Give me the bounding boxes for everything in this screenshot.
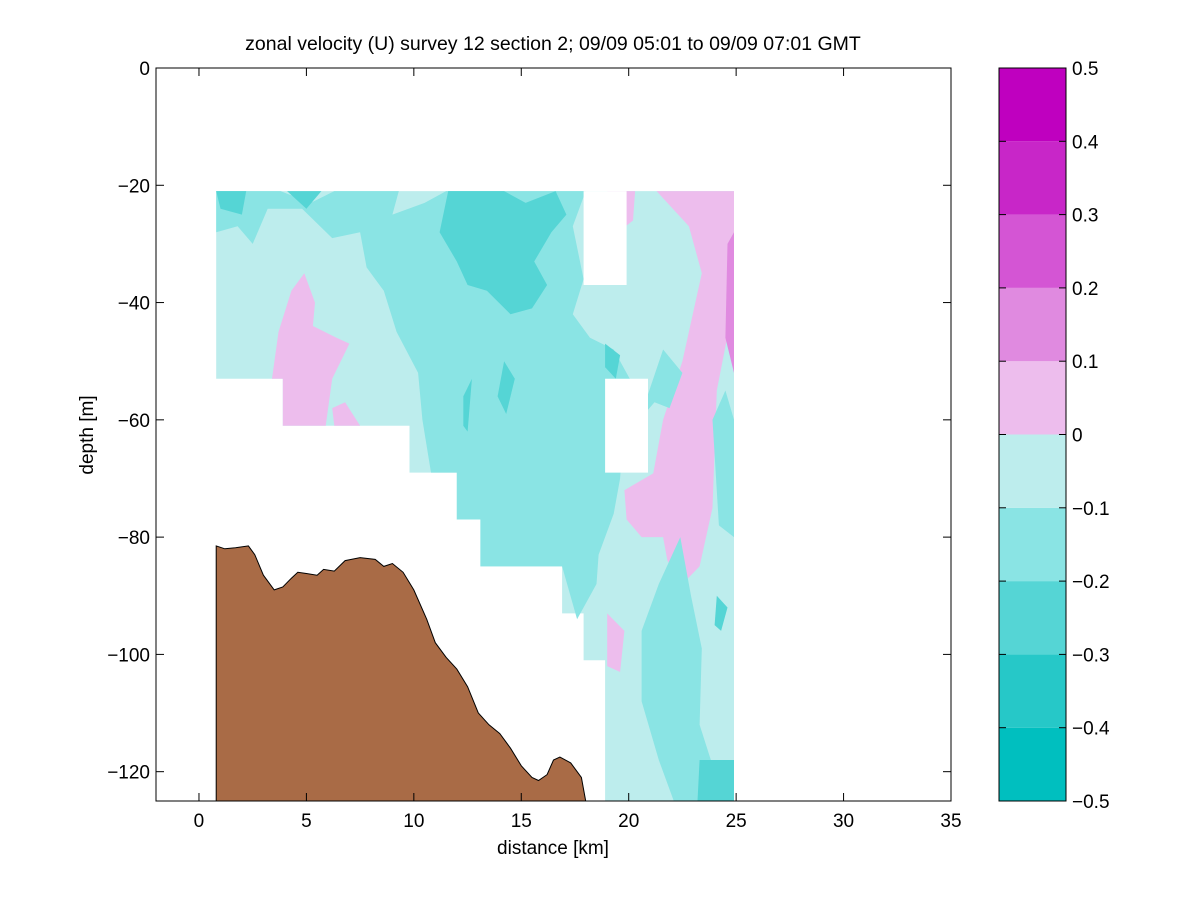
contour-region <box>463 378 472 432</box>
colorbar-tick-label: −0.3 <box>1072 645 1110 666</box>
x-tick-label: 0 <box>194 811 205 832</box>
y-axis-ticks: 0 −20 −40 −60 −80 −100 −120 <box>107 59 951 784</box>
colorbar-band <box>999 68 1066 142</box>
plot-frame <box>155 67 952 802</box>
colorbar-band <box>999 141 1066 215</box>
colorbar-band <box>999 507 1066 582</box>
data-gap <box>605 378 648 473</box>
contour-region <box>332 402 361 426</box>
y-tick-label: 0 <box>139 59 150 80</box>
colorbar-band <box>999 361 1066 435</box>
contour-region <box>725 232 734 373</box>
colorbar-band <box>999 654 1066 728</box>
contour-region <box>624 472 664 538</box>
gap-layer <box>583 191 648 473</box>
contour-region <box>641 537 734 801</box>
colorbar-tick-label: −0.5 <box>1072 792 1110 813</box>
data-layer <box>216 191 734 802</box>
contour-region <box>697 760 734 801</box>
colorbar-band <box>999 214 1066 288</box>
colorbar-bands <box>999 68 1066 801</box>
colorbar-band <box>999 727 1066 801</box>
x-tick-label: 35 <box>940 811 961 832</box>
y-tick-label: −120 <box>107 763 150 784</box>
contour-region <box>439 191 567 315</box>
contour-region <box>652 191 734 584</box>
y-axis-label: depth [m] <box>77 395 98 474</box>
x-axis-label: distance [km] <box>497 838 609 859</box>
contour-region <box>216 191 247 215</box>
y-tick-label: −40 <box>118 294 150 315</box>
colorbar-tick-label: −0.2 <box>1072 572 1110 593</box>
x-tick-label: 25 <box>726 811 747 832</box>
colorbar-tick-label: 0.3 <box>1072 206 1098 227</box>
data-gap <box>583 191 627 285</box>
contour-region <box>497 361 515 414</box>
y-tick-label: −60 <box>118 411 150 432</box>
contour-region <box>272 273 350 426</box>
colorbar-tick-label: 0 <box>1072 426 1083 447</box>
contour-region <box>714 595 728 631</box>
x-tick-label: 20 <box>618 811 639 832</box>
x-tick-label: 10 <box>403 811 424 832</box>
colorbar-band <box>999 581 1066 655</box>
colorbar-ticks: −0.5 −0.4 −0.3 −0.2 −0.1 0 0.1 0.2 0.3 0.4 0.5 <box>999 59 1110 813</box>
contour-region <box>639 349 683 420</box>
colorbar-band <box>999 434 1066 508</box>
colorbar-tick-label: 0.5 <box>1072 59 1098 80</box>
colorbar-tick-label: 0.4 <box>1072 132 1099 153</box>
colorbar-tick-label: 0.2 <box>1072 279 1098 300</box>
plot-area: 0 5 10 15 20 25 30 35 0 −20 −40 −60 −80 −100 −120 <box>107 59 961 832</box>
colorbar-tick-label: 0.1 <box>1072 352 1098 373</box>
colorbar-tick-label: −0.4 <box>1072 719 1110 740</box>
contour-region <box>607 613 625 672</box>
chart-title: zonal velocity (U) survey 12 section 2; … <box>245 33 861 55</box>
contour-region <box>605 343 621 379</box>
colorbar: −0.5 −0.4 −0.3 −0.2 −0.1 0 0.1 0.2 0.3 0.4 0.5 <box>998 59 1110 813</box>
y-tick-label: −100 <box>107 645 150 666</box>
x-tick-label: 5 <box>301 811 312 832</box>
contour-region <box>712 390 734 538</box>
colorbar-tick-label: −0.1 <box>1072 499 1110 520</box>
x-axis-ticks: 0 5 10 15 20 25 30 35 <box>194 68 962 832</box>
y-tick-label: −20 <box>118 176 150 197</box>
x-tick-label: 30 <box>833 811 854 832</box>
bathymetry-seafloor <box>215 545 587 802</box>
x-tick-label: 15 <box>511 811 532 832</box>
colorbar-band <box>999 287 1066 362</box>
contour-region <box>287 191 322 209</box>
y-tick-label: −80 <box>118 528 150 549</box>
